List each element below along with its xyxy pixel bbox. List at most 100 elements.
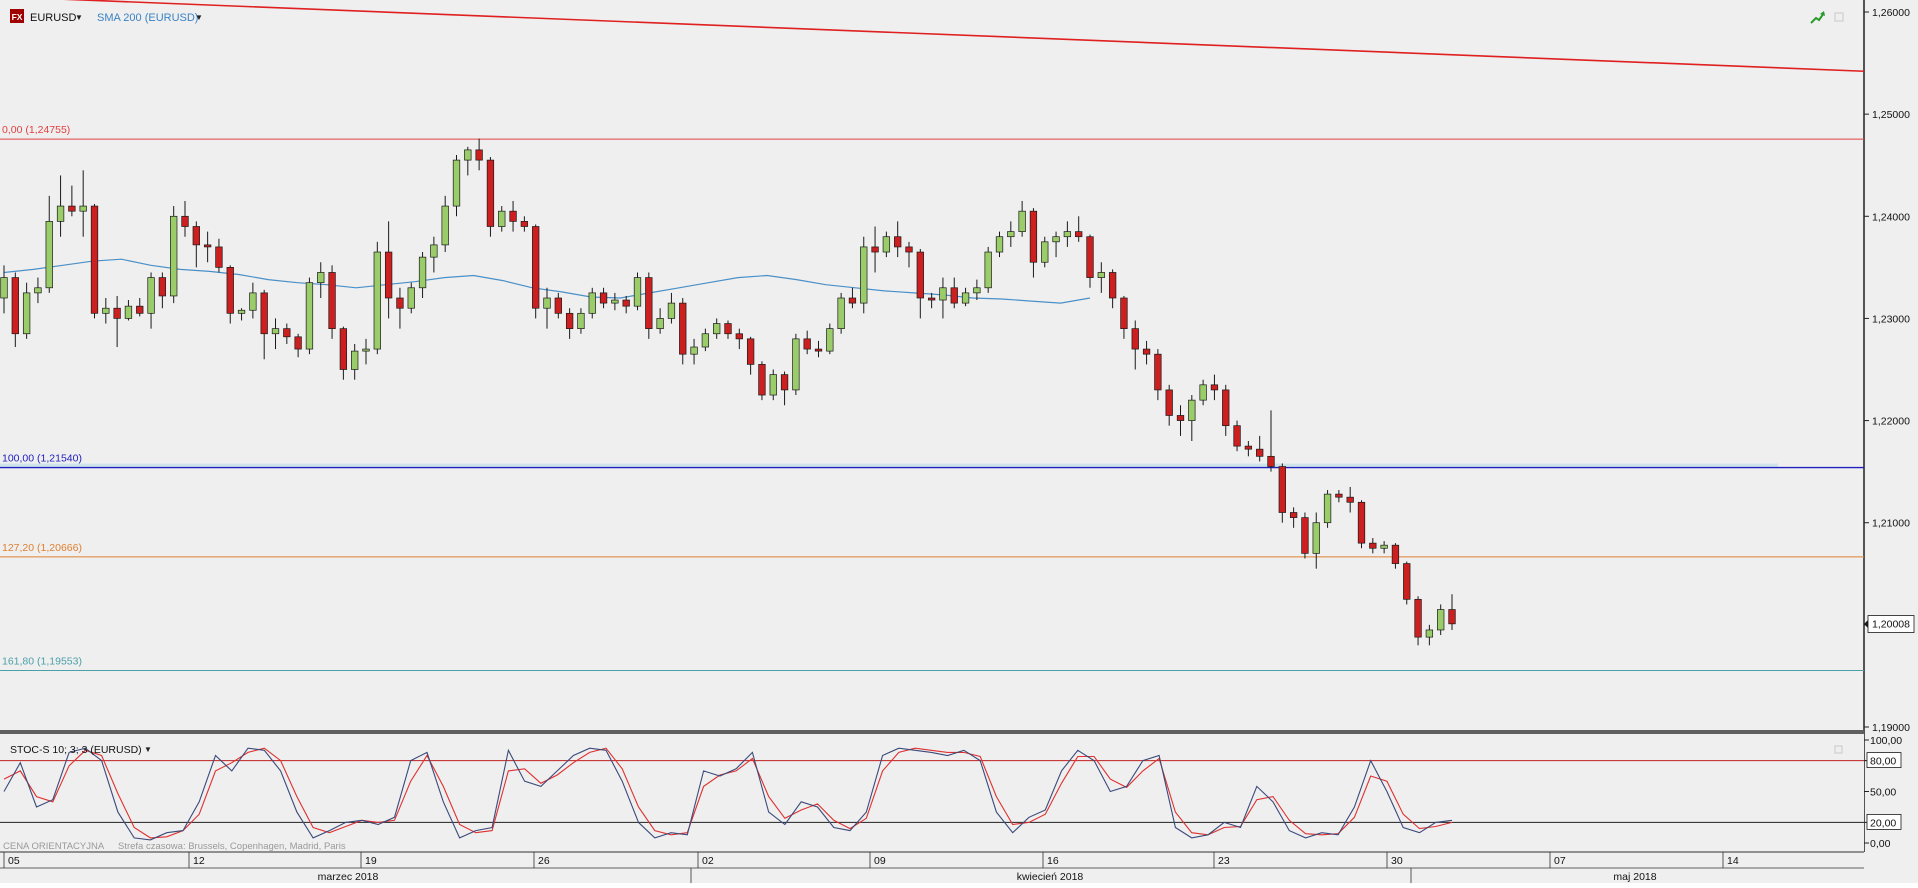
candle[interactable] <box>1018 200 1026 237</box>
candle[interactable] <box>102 298 110 324</box>
candle[interactable] <box>780 371 789 406</box>
candle[interactable] <box>679 298 687 365</box>
candle[interactable] <box>724 320 732 339</box>
candle[interactable] <box>611 292 619 311</box>
candle[interactable] <box>181 200 189 237</box>
candle[interactable] <box>882 231 891 258</box>
candle[interactable] <box>1403 561 1411 605</box>
dropdown-arrow-icon[interactable]: ▼ <box>144 745 152 754</box>
candle[interactable] <box>68 185 76 217</box>
candle[interactable] <box>554 292 562 319</box>
candle[interactable] <box>1289 507 1298 528</box>
candle[interactable] <box>633 272 642 311</box>
candle[interactable] <box>577 308 585 334</box>
candle[interactable] <box>1323 490 1332 528</box>
candle[interactable] <box>950 277 958 309</box>
candle[interactable] <box>1233 420 1241 452</box>
candle[interactable] <box>803 330 811 355</box>
candle[interactable] <box>1244 441 1253 457</box>
candle[interactable] <box>1391 543 1400 569</box>
candle[interactable] <box>814 340 823 358</box>
candle[interactable] <box>384 221 393 319</box>
candle[interactable] <box>11 272 19 348</box>
candle[interactable] <box>418 252 427 298</box>
candle[interactable] <box>328 265 336 339</box>
candle[interactable] <box>848 287 857 309</box>
candle[interactable] <box>22 282 31 339</box>
candle[interactable] <box>124 300 133 321</box>
candle[interactable] <box>1086 234 1094 288</box>
candle[interactable] <box>0 265 8 314</box>
candle[interactable] <box>1278 463 1286 523</box>
candle[interactable] <box>667 292 676 324</box>
candle[interactable] <box>916 248 924 319</box>
candle[interactable] <box>464 146 472 176</box>
candle[interactable] <box>894 221 902 258</box>
candle[interactable] <box>1357 500 1366 549</box>
candle[interactable] <box>1142 340 1151 365</box>
candle[interactable] <box>1120 295 1128 339</box>
candle[interactable] <box>249 282 257 319</box>
candle[interactable] <box>973 279 981 301</box>
candle[interactable] <box>45 195 53 293</box>
candle[interactable] <box>543 287 551 329</box>
candle[interactable] <box>927 292 936 309</box>
candle[interactable] <box>1007 221 1015 247</box>
candle[interactable] <box>1301 512 1309 559</box>
candle[interactable] <box>373 241 381 355</box>
candle[interactable] <box>362 338 370 365</box>
candle[interactable] <box>656 308 664 334</box>
candle[interactable] <box>735 328 743 350</box>
candle[interactable] <box>113 295 121 348</box>
candle[interactable] <box>79 170 87 237</box>
candle[interactable] <box>588 287 596 319</box>
candle[interactable] <box>1041 236 1049 268</box>
pane-separator[interactable] <box>0 730 1864 734</box>
candle[interactable] <box>170 206 178 304</box>
candle[interactable] <box>1108 269 1117 309</box>
candle[interactable] <box>1256 435 1264 462</box>
stoch-label[interactable]: STOC-S 10; 3; 3 (EURUSD) <box>10 744 142 756</box>
candle[interactable] <box>792 333 800 396</box>
candle[interactable] <box>1437 604 1445 636</box>
candle[interactable] <box>294 333 302 358</box>
candle[interactable] <box>520 216 529 232</box>
candle[interactable] <box>305 277 314 355</box>
candle[interactable] <box>351 343 359 380</box>
candle[interactable] <box>283 323 291 344</box>
candle[interactable] <box>1335 490 1343 503</box>
candle[interactable] <box>56 175 65 237</box>
candle[interactable] <box>158 272 167 309</box>
candle[interactable] <box>1312 512 1320 569</box>
candle[interactable] <box>271 318 280 350</box>
candle[interactable] <box>1075 216 1083 242</box>
candle[interactable] <box>486 157 495 237</box>
candle[interactable] <box>837 292 845 334</box>
candle[interactable] <box>1052 231 1060 258</box>
candle[interactable] <box>147 272 155 329</box>
trend-line[interactable] <box>0 0 1865 73</box>
candle[interactable] <box>90 204 99 319</box>
candle[interactable] <box>769 369 777 401</box>
candle[interactable] <box>860 236 868 314</box>
candle[interactable] <box>1210 374 1219 401</box>
candle[interactable] <box>1188 395 1196 441</box>
candle[interactable] <box>1346 486 1354 513</box>
candle[interactable] <box>1414 596 1422 646</box>
symbol-label[interactable]: EURUSD <box>30 12 77 24</box>
candle[interactable] <box>599 287 608 309</box>
candle[interactable] <box>407 282 415 314</box>
candle[interactable] <box>1097 262 1105 293</box>
candle[interactable] <box>498 206 506 232</box>
candle[interactable] <box>995 231 1004 258</box>
candle[interactable] <box>1369 538 1377 554</box>
candle[interactable] <box>1199 379 1207 406</box>
candle[interactable] <box>192 221 200 268</box>
candle[interactable] <box>509 200 517 232</box>
candle[interactable] <box>1380 541 1388 554</box>
candle[interactable] <box>1222 384 1230 436</box>
candle[interactable] <box>226 265 234 324</box>
candle[interactable] <box>203 231 212 263</box>
candle[interactable] <box>532 224 540 319</box>
candle[interactable] <box>939 277 947 319</box>
